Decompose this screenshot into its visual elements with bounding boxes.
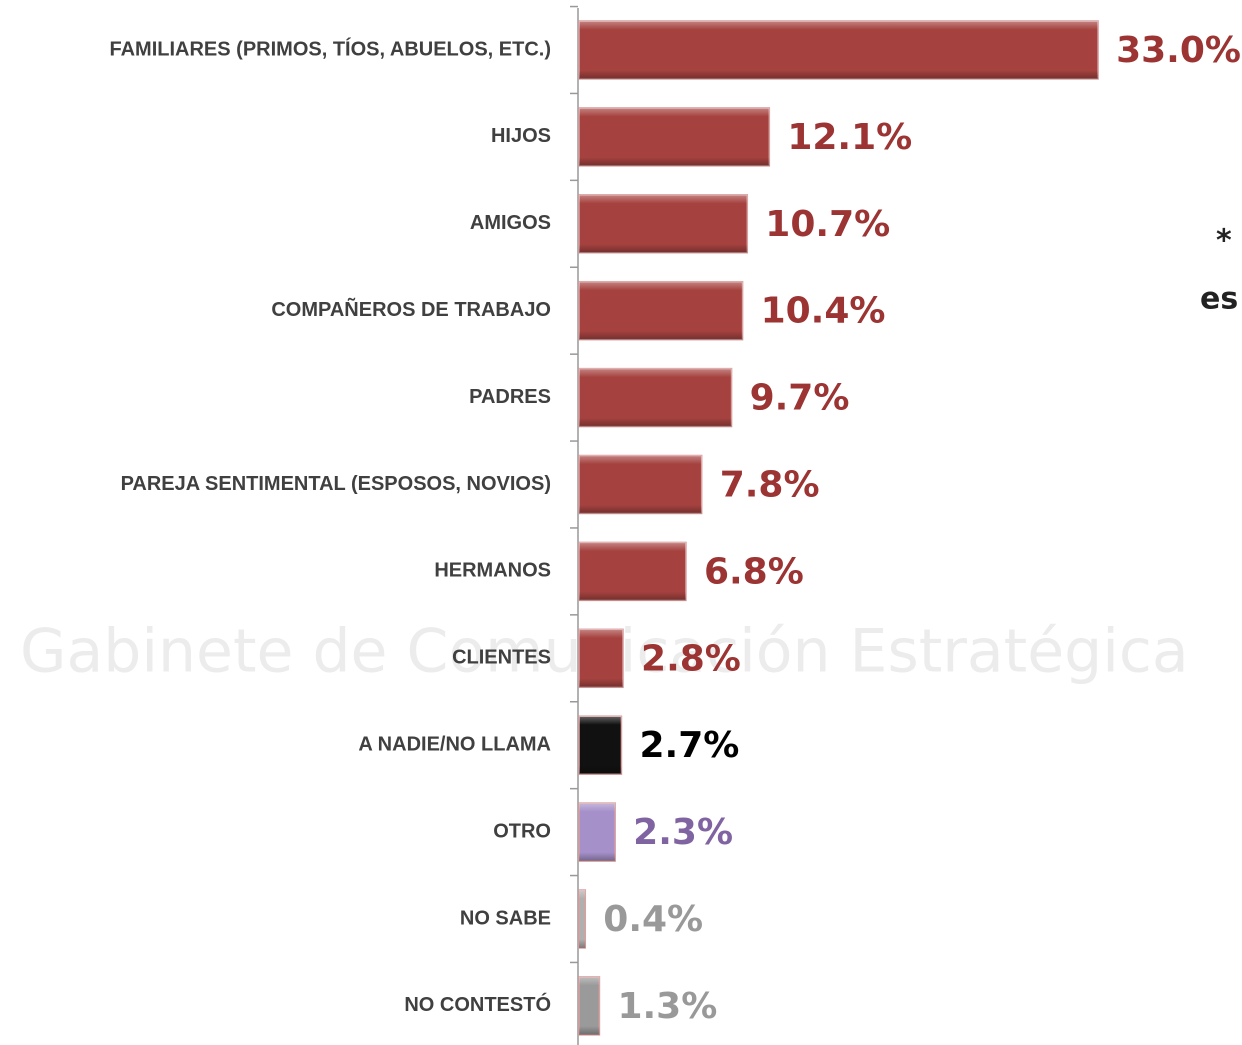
value-label: 7.8% (720, 465, 820, 506)
bar-shine (579, 976, 600, 1035)
category-label: AMIGOS (470, 212, 551, 234)
value-label: 12.1% (787, 117, 912, 158)
value-label: 10.4% (761, 291, 886, 332)
annotation: * (1216, 224, 1232, 259)
bar-shine (579, 281, 743, 340)
value-label: 10.7% (765, 204, 890, 245)
value-label: 2.3% (633, 812, 733, 853)
category-label: CLIENTES (452, 647, 551, 669)
category-label: A NADIE/NO LLAMA (358, 733, 551, 755)
value-label: 2.8% (641, 638, 741, 679)
bar-shine (579, 455, 702, 514)
category-label: COMPAÑEROS DE TRABAJO (271, 298, 551, 321)
category-label: PAREJA SENTIMENTAL (ESPOSOS, NOVIOS) (121, 473, 551, 495)
value-label: 33.0% (1116, 30, 1241, 71)
category-label: HERMANOS (434, 560, 551, 582)
bar-shine (579, 803, 616, 862)
bar-shine (579, 194, 748, 253)
value-label: 2.7% (639, 725, 739, 766)
bar-shine (579, 542, 686, 601)
category-label: PADRES (469, 386, 551, 408)
bar-shine (579, 107, 770, 166)
category-label: NO CONTESTÓ (404, 992, 551, 1016)
value-label: 0.4% (603, 899, 703, 940)
category-label: FAMILIARES (PRIMOS, TÍOS, ABUELOS, ETC.) (110, 37, 552, 60)
category-label: OTRO (493, 820, 551, 842)
bar-shine (579, 890, 586, 948)
category-label: NO SABE (460, 907, 551, 929)
annotation: es (1200, 282, 1238, 317)
bar-shine (579, 629, 624, 688)
value-label: 6.8% (704, 551, 804, 592)
bar-shine (579, 368, 732, 427)
value-label: 9.7% (750, 378, 850, 419)
bar-shine (579, 716, 622, 775)
value-label: 1.3% (617, 986, 717, 1027)
bar-shine (579, 21, 1099, 79)
category-label: HIJOS (491, 125, 551, 147)
